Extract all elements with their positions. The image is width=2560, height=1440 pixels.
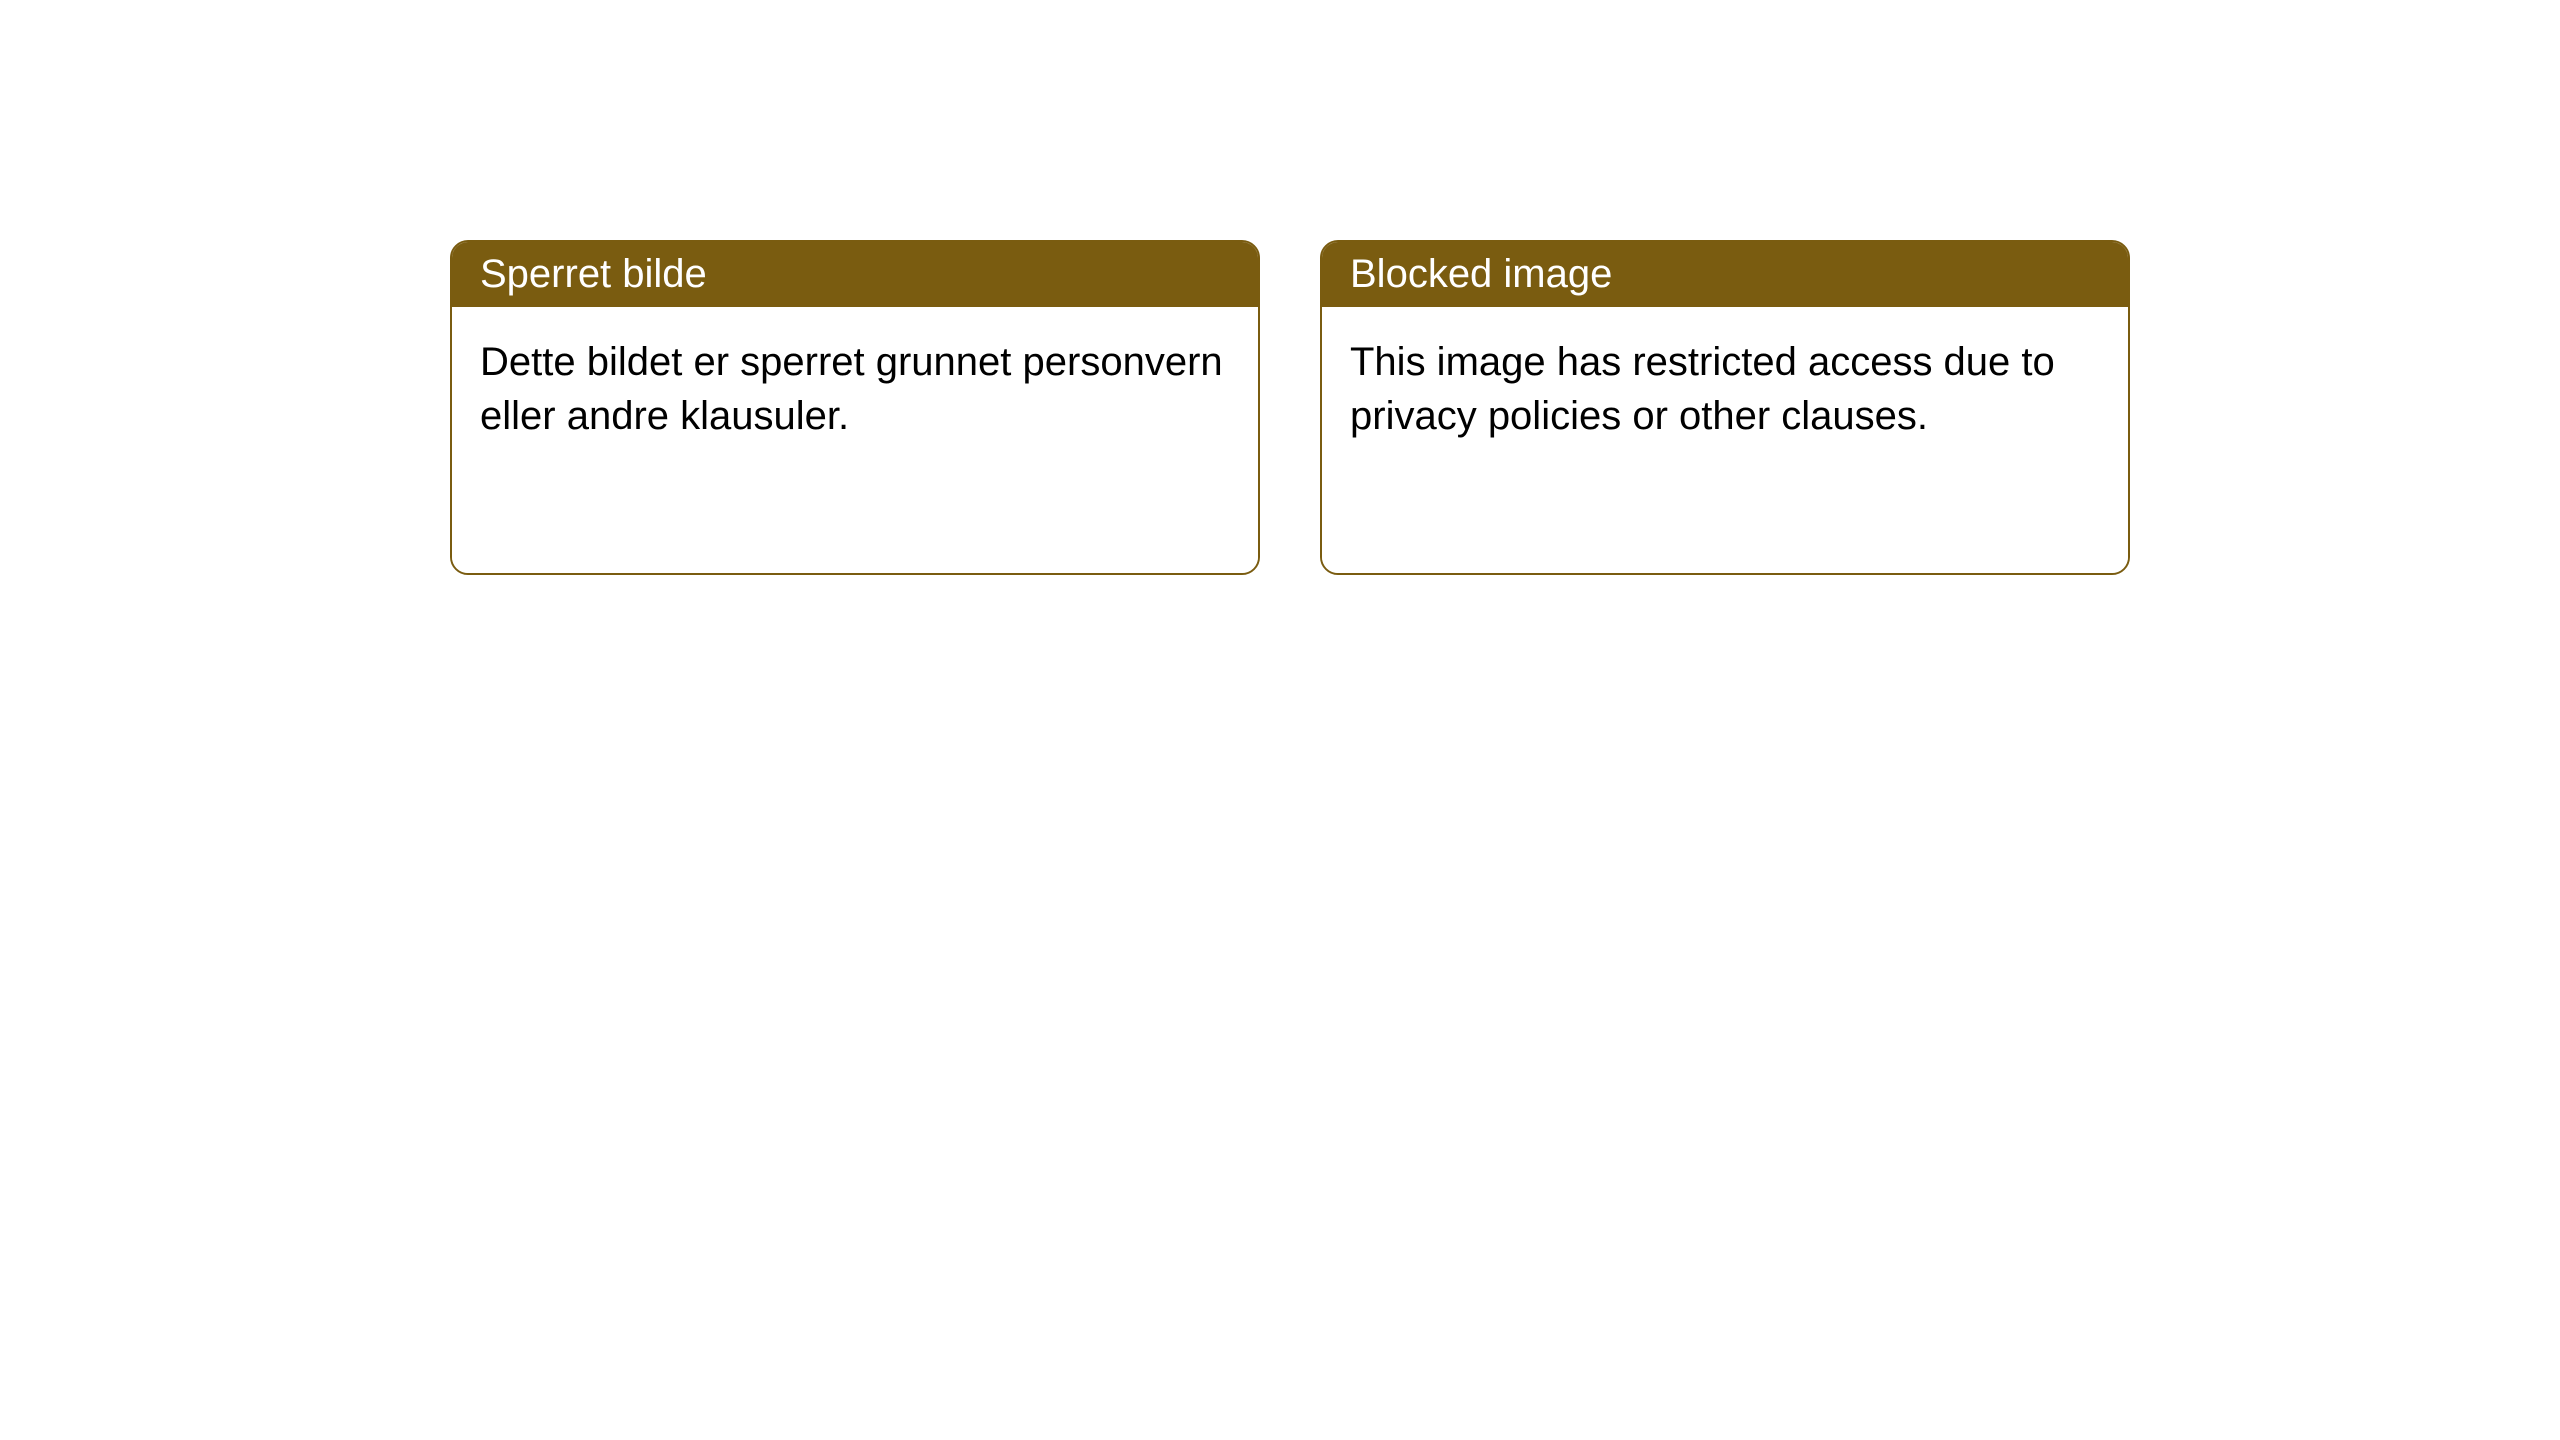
notice-text-en: This image has restricted access due to … (1350, 340, 2055, 438)
notice-body-en: This image has restricted access due to … (1322, 307, 2128, 573)
notice-title-en: Blocked image (1350, 252, 1612, 296)
notice-header-en: Blocked image (1322, 242, 2128, 307)
notice-title-no: Sperret bilde (480, 252, 707, 296)
notice-container: Sperret bilde Dette bildet er sperret gr… (450, 240, 2130, 575)
notice-body-no: Dette bildet er sperret grunnet personve… (452, 307, 1258, 573)
notice-card-no: Sperret bilde Dette bildet er sperret gr… (450, 240, 1260, 575)
notice-header-no: Sperret bilde (452, 242, 1258, 307)
notice-card-en: Blocked image This image has restricted … (1320, 240, 2130, 575)
notice-text-no: Dette bildet er sperret grunnet personve… (480, 340, 1223, 438)
